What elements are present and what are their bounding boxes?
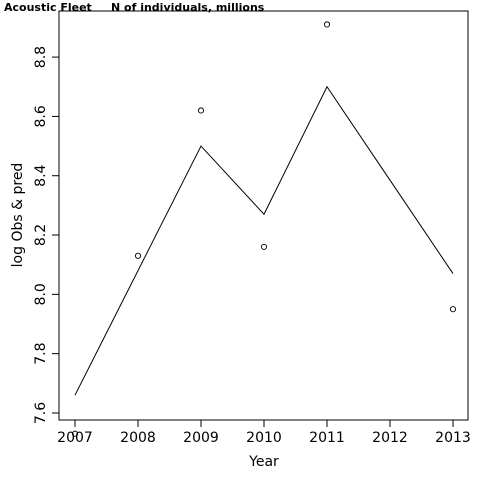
y-tick-label: 7.8	[33, 343, 49, 365]
x-axis-label: Year	[248, 454, 279, 470]
y-axis: 7.6 7.8 8.0 8.2 8.4 8.6 8.8	[33, 46, 60, 424]
observed-point	[134, 252, 142, 259]
x-tick-label: 2013	[435, 430, 471, 446]
y-tick-label: 8.0	[33, 283, 49, 305]
x-tick-label: 2011	[309, 430, 345, 446]
y-tick-label: 8.6	[33, 105, 49, 127]
x-tick-label: 2008	[120, 430, 156, 446]
plot-frame	[58, 10, 469, 421]
x-axis: 2007 2008 2009 2010 2011 2012 2013	[57, 419, 471, 446]
y-tick-label: 7.6	[33, 402, 49, 424]
predicted-line	[74, 85, 454, 396]
observed-point	[260, 243, 268, 250]
chart-subtitle: N of individuals, millions	[111, 1, 265, 14]
x-tick-label: 2007	[57, 430, 93, 446]
y-tick-label: 8.8	[33, 46, 49, 68]
series-layer	[71, 21, 457, 437]
observed-point	[71, 430, 79, 437]
y-tick-label: 8.4	[33, 164, 49, 186]
observed-point	[449, 306, 457, 313]
y-tick-label: 8.2	[33, 224, 49, 246]
chart-title: Acoustic Fleet	[4, 1, 92, 14]
observed-point	[323, 21, 331, 28]
x-tick-label: 2012	[372, 430, 408, 446]
x-tick-label: 2010	[246, 430, 282, 446]
y-axis-label: log Obs & pred	[10, 163, 26, 268]
x-tick-label: 2009	[183, 430, 219, 446]
observed-point	[197, 107, 205, 114]
